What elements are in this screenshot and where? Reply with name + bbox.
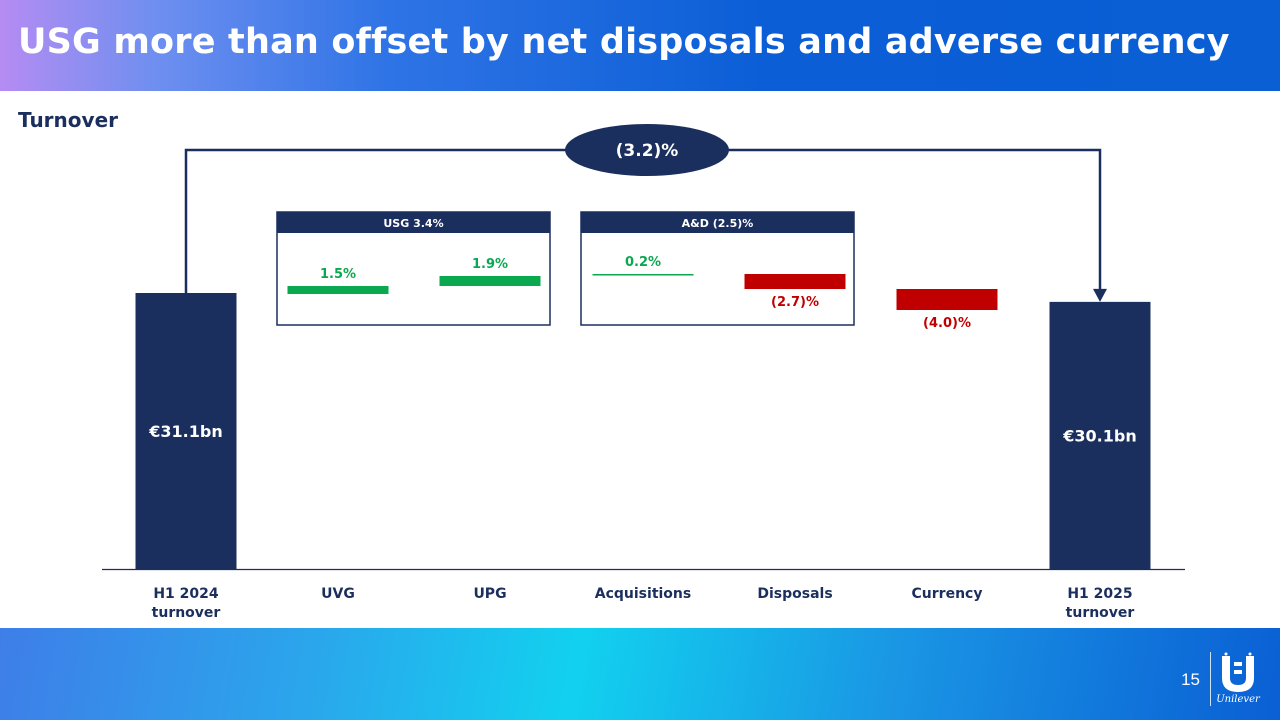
bar-acquisitions: [592, 274, 694, 276]
bar-currency: [896, 289, 998, 310]
header-banner: USG more than offset by net disposals an…: [0, 0, 1280, 91]
category-label-h1-2024-turnover-line-1: H1 2024: [153, 586, 219, 602]
bar-disposals: [744, 274, 846, 289]
bar-label-acquisitions: 0.2%: [625, 255, 661, 270]
category-label-h1-2025-turnover-line-1: H1 2025: [1067, 586, 1132, 602]
category-label-h1-2024-turnover-line-2: turnover: [152, 605, 221, 621]
category-label-upg: UPG: [473, 586, 506, 602]
bar-label-upg: 1.9%: [472, 257, 508, 272]
unilever-logo-icon: [1222, 652, 1254, 692]
logo-divider: [1210, 652, 1211, 706]
category-label-uvg: UVG: [321, 586, 355, 602]
category-label-h1-2025-turnover-line-2: turnover: [1066, 605, 1135, 621]
group-header-2: [581, 212, 854, 233]
bar-label-currency: (4.0)%: [923, 316, 971, 331]
bar-h1-2025-turnover: [1049, 301, 1151, 569]
chart-subtitle: Turnover: [18, 108, 118, 132]
group-label-1: USG 3.4%: [383, 217, 443, 230]
bar-upg: [439, 276, 541, 286]
bar-label-h1-2025-turnover: €30.1bn: [1062, 426, 1136, 445]
logo-wordmark: Unilever: [1216, 694, 1260, 705]
category-label-acquisitions: Acquisitions: [595, 586, 691, 602]
category-label-currency: Currency: [912, 586, 983, 602]
overall-change-badge: [565, 124, 729, 176]
overall-change-arrowhead: [1093, 288, 1107, 302]
category-label-disposals: Disposals: [757, 586, 832, 602]
bar-uvg: [287, 286, 389, 294]
bar-label-uvg: 1.5%: [320, 267, 356, 282]
bar-label-h1-2024-turnover: €31.1bn: [148, 422, 222, 441]
bar-label-disposals: (2.7)%: [771, 295, 819, 310]
group-label-2: A&D (2.5)%: [682, 217, 754, 230]
page-title: USG more than offset by net disposals an…: [18, 22, 1230, 62]
bar-h1-2024-turnover: [135, 293, 237, 569]
waterfall-chart: USG 3.4% A&D (2.5)% €31.1bn H1 2024 turnover…: [102, 124, 1185, 621]
page-number: 15: [1181, 670, 1200, 689]
overall-change-label: (3.2)%: [616, 141, 679, 161]
group-header-1: [277, 212, 550, 233]
footer-banner: [0, 628, 1280, 720]
